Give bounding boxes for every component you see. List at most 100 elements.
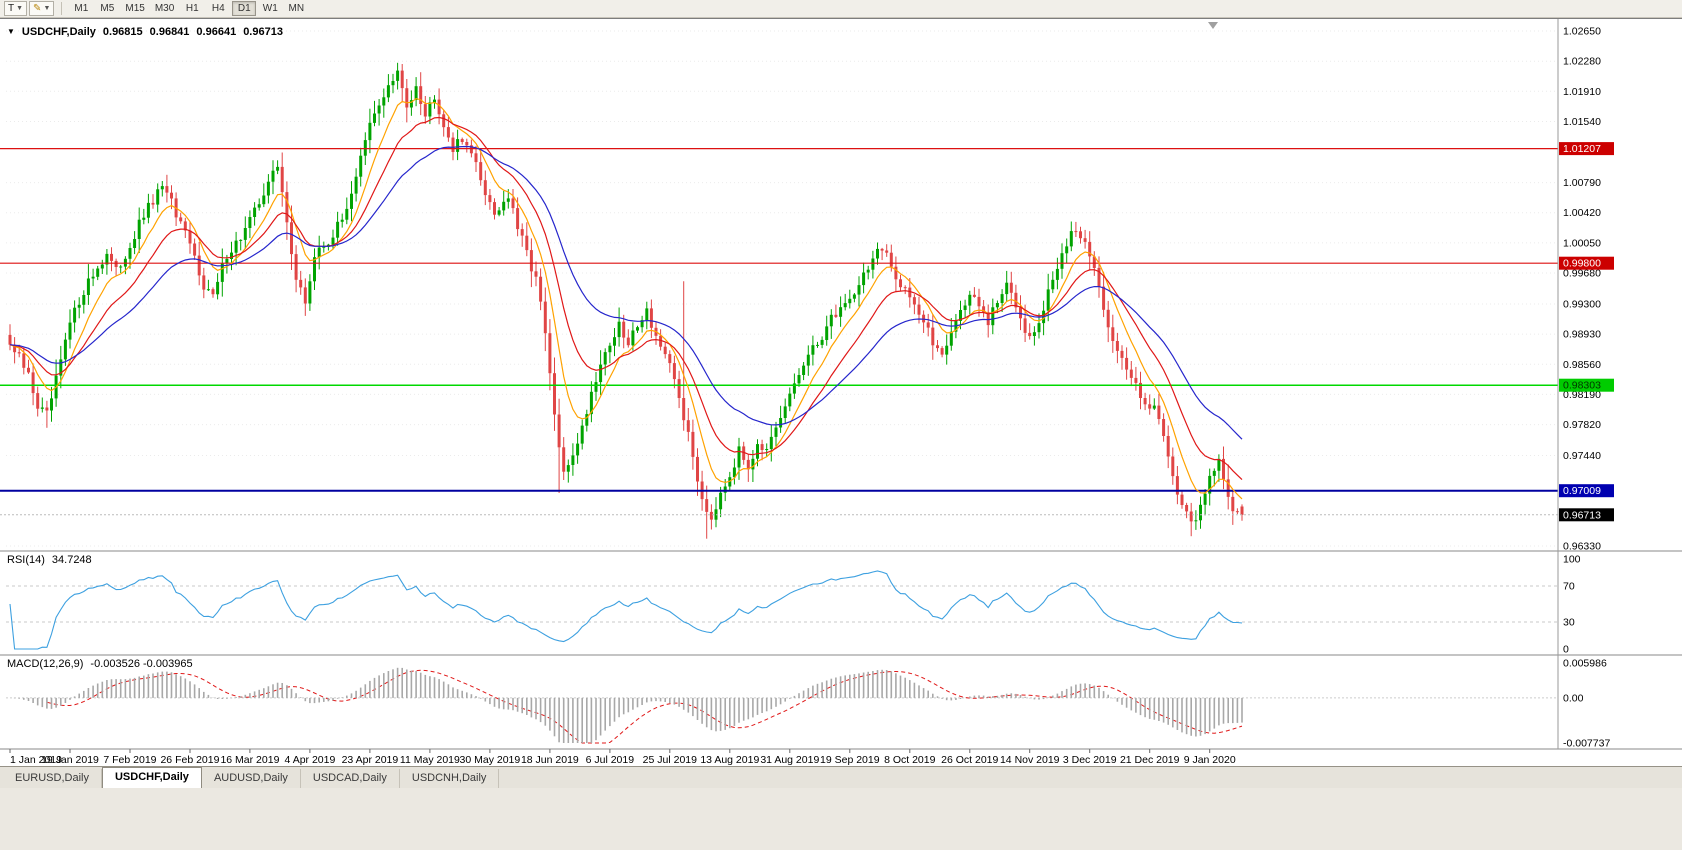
macd-values: -0.003526 -0.003965 [90,658,193,670]
bid-price-tag[interactable]: 0.96713 [1559,508,1614,522]
svg-text:0.00: 0.00 [1563,692,1584,704]
top-toolbar: T ▼ ✎ ▼ M1 M5 M15 M30 H1 H4 D1 W1 MN [0,0,1682,18]
svg-text:1.01910: 1.01910 [1563,86,1601,98]
chart-tab-audusd[interactable]: AUDUSD,Daily [202,769,301,788]
svg-text:14 Nov 2019: 14 Nov 2019 [1000,754,1060,766]
svg-text:0.98560: 0.98560 [1563,359,1601,371]
quote-low: 0.96641 [196,26,237,38]
svg-text:16 Mar 2019: 16 Mar 2019 [220,754,279,766]
svg-text:1.00790: 1.00790 [1563,177,1601,189]
svg-text:21 Dec 2019: 21 Dec 2019 [1120,754,1180,766]
timeframe-h4-button[interactable]: H4 [211,3,225,14]
svg-text:3 Dec 2019: 3 Dec 2019 [1063,754,1117,766]
timeframe-m1-button[interactable]: M1 [74,3,89,14]
svg-text:0.99300: 0.99300 [1563,298,1601,310]
svg-text:26 Feb 2019: 26 Feb 2019 [160,754,219,766]
price-tag-0.99800[interactable]: 0.99800 [1559,256,1614,270]
triangle-down-icon: ▼ [7,27,15,36]
svg-text:0.99680: 0.99680 [1563,268,1601,280]
svg-text:1 Jan 2019: 1 Jan 2019 [10,754,62,766]
candles-layer [8,62,1244,539]
svg-text:0.96713: 0.96713 [1563,509,1601,521]
text-tool-label: T [8,3,15,14]
quote-close: 0.96713 [243,26,283,38]
svg-text:0.97440: 0.97440 [1563,450,1601,462]
text-tool-button[interactable]: T ▼ [4,1,28,16]
svg-text:11 May 2019: 11 May 2019 [400,754,460,766]
rsi-name: RSI(14) [7,554,45,566]
svg-text:8 Oct 2019: 8 Oct 2019 [884,754,936,766]
quote-open: 0.96815 [102,26,143,38]
timeframe-m5-button[interactable]: M5 [100,3,115,14]
svg-text:25 Jul 2019: 25 Jul 2019 [643,754,697,766]
svg-text:0.99800: 0.99800 [1563,258,1601,270]
price-tag-0.97009[interactable]: 0.97009 [1559,484,1614,498]
svg-text:1.02280: 1.02280 [1563,56,1601,68]
rsi-value: 34.7248 [51,554,92,566]
draw-tool-button[interactable]: ✎ ▼ [29,1,55,16]
chart-window[interactable]: 1.02650 1.02280 1.01910 1.01540 1.00790 1.004… [0,18,1682,767]
grid-layer [6,30,1558,547]
price-chart-canvas[interactable]: 1.02650 1.02280 1.01910 1.01540 1.00790 1.004… [0,19,1682,767]
svg-text:0.98303: 0.98303 [1563,380,1601,392]
timeframe-m15-button[interactable]: M15 [125,3,145,14]
ma-8-line [9,97,1243,500]
chart-tab-usdchf[interactable]: USDCHF,Daily [101,767,202,788]
caret-down-icon: ▼ [16,5,24,12]
svg-text:19 Jan 2019: 19 Jan 2019 [41,754,99,766]
svg-text:31 Aug 2019: 31 Aug 2019 [760,754,819,766]
svg-text:6 Jul 2019: 6 Jul 2019 [586,754,635,766]
chart-symbol-label: USDCHF,Daily [21,26,96,38]
svg-text:-0.007737: -0.007737 [1563,738,1610,750]
svg-text:30: 30 [1563,617,1575,629]
rsi-line [9,570,1243,650]
quote-high: 0.96841 [149,26,190,38]
svg-text:1.01207: 1.01207 [1563,143,1601,155]
svg-text:0.005986: 0.005986 [1563,658,1607,670]
timeframe-w1-button[interactable]: W1 [262,3,278,14]
svg-text:1.01540: 1.01540 [1563,116,1601,128]
ma-17-line [9,116,1243,481]
chart-background [0,19,1682,767]
macd-indicator-label: MACD(12,26,9) -0.003526 -0.003965 [7,658,193,670]
svg-text:23 Apr 2019: 23 Apr 2019 [342,754,399,766]
svg-text:13 Aug 2019: 13 Aug 2019 [700,754,759,766]
chart-tabs-bar: EURUSD,Daily USDCHF,Daily AUDUSD,Daily U… [0,766,1682,788]
timeframe-h1-button[interactable]: H1 [185,3,199,14]
caret-down-icon: ▼ [43,5,51,12]
chart-tab-eurusd[interactable]: EURUSD,Daily [3,769,102,788]
svg-text:70: 70 [1563,581,1575,593]
svg-text:26 Oct 2019: 26 Oct 2019 [941,754,998,766]
toolbar-separator [61,2,63,15]
timeframe-m30-button[interactable]: M30 [154,3,175,14]
timeframe-d1-button[interactable]: D1 [232,1,257,16]
chart-tab-usdcnh[interactable]: USDCNH,Daily [400,769,500,788]
rsi-panel: 100 70 30 0 [6,554,1581,656]
svg-text:7 Feb 2019: 7 Feb 2019 [103,754,156,766]
pencil-icon: ✎ [33,2,42,14]
svg-text:30 May 2019: 30 May 2019 [460,754,521,766]
price-axis-labels: 1.02650 1.02280 1.01910 1.01540 1.00790 1.004… [1563,26,1601,553]
timeframe-mn-button[interactable]: MN [288,3,305,14]
chart-shift-marker-icon[interactable] [1208,22,1218,29]
price-tag-0.98303[interactable]: 0.98303 [1559,378,1614,392]
svg-text:1.00050: 1.00050 [1563,237,1601,249]
price-tag-1.01207[interactable]: 1.01207 [1559,142,1614,156]
svg-text:0.98930: 0.98930 [1563,329,1601,341]
svg-text:0: 0 [1563,644,1569,656]
macd-histogram [13,667,1243,743]
svg-text:18 Jun 2019: 18 Jun 2019 [521,754,579,766]
ma-34-line [9,145,1243,440]
rsi-indicator-label: RSI(14) 34.7248 [7,554,92,566]
svg-text:4 Apr 2019: 4 Apr 2019 [285,754,336,766]
svg-text:1.00420: 1.00420 [1563,207,1601,219]
svg-text:0.97820: 0.97820 [1563,419,1601,431]
svg-text:100: 100 [1563,554,1581,566]
svg-text:9 Jan 2020: 9 Jan 2020 [1184,754,1236,766]
status-area [0,788,1682,850]
chart-title: ▼ USDCHF,Daily 0.96815 0.96841 0.96641 0… [7,26,283,38]
svg-text:0.96330: 0.96330 [1563,541,1601,553]
chart-tab-usdcad[interactable]: USDCAD,Daily [301,769,400,788]
